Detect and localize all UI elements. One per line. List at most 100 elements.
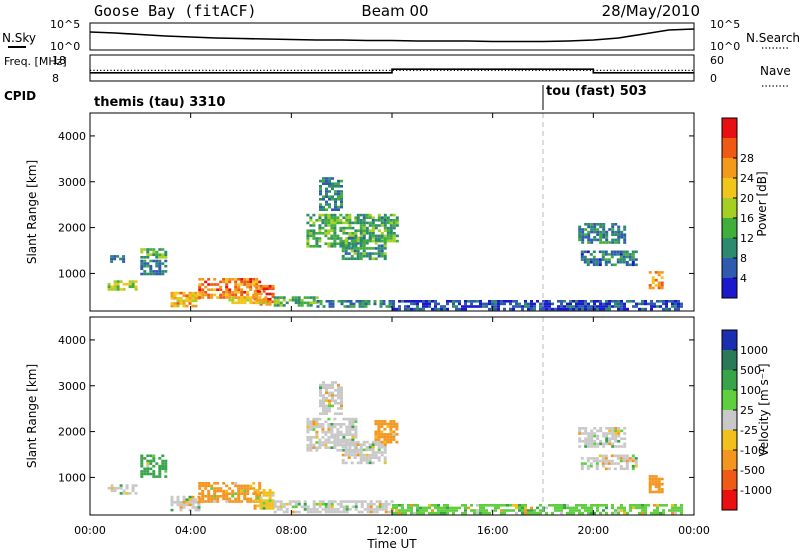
data-cell <box>625 454 629 458</box>
data-cell <box>324 438 328 442</box>
data-cell <box>599 504 602 507</box>
data-cell <box>237 497 241 501</box>
data-cell <box>243 484 247 488</box>
data-cell <box>608 307 611 311</box>
data-cell <box>413 504 416 507</box>
data-cell <box>596 434 600 438</box>
data-cell <box>234 484 238 488</box>
data-cell <box>306 304 310 307</box>
data-cell <box>590 307 593 311</box>
data-cell <box>362 216 366 219</box>
data-cell <box>530 506 533 510</box>
data-cell <box>176 297 180 300</box>
data-cell <box>334 399 337 402</box>
data-cell <box>563 504 566 507</box>
data-cell <box>422 302 425 306</box>
data-cell <box>336 430 340 434</box>
data-cell <box>210 495 214 498</box>
data-cell <box>321 232 325 235</box>
data-cell <box>140 462 144 465</box>
data-cell <box>300 304 304 307</box>
data-cell <box>611 225 615 229</box>
data-cell <box>312 213 316 217</box>
data-cell <box>324 213 328 217</box>
data-cell <box>575 302 578 306</box>
data-cell <box>654 475 658 478</box>
data-cell <box>578 427 582 430</box>
data-cell <box>413 511 416 515</box>
data-cell <box>309 428 313 431</box>
data-cell <box>149 462 153 465</box>
data-cell <box>604 260 608 264</box>
data-cell <box>262 287 266 291</box>
data-cell <box>240 291 244 294</box>
data-cell <box>339 226 343 230</box>
data-cell <box>297 510 301 514</box>
data-cell <box>602 223 606 226</box>
data-cell <box>569 307 572 311</box>
data-cell <box>608 228 612 231</box>
data-cell <box>575 307 578 311</box>
data-cell <box>339 502 343 506</box>
data-cell <box>198 482 202 485</box>
data-cell <box>213 482 217 485</box>
data-cell <box>395 440 399 444</box>
data-cell <box>617 434 621 438</box>
data-cell <box>333 224 337 227</box>
data-cell <box>383 229 387 232</box>
data-cell <box>155 462 159 465</box>
data-cell <box>265 507 269 510</box>
data-cell <box>581 307 584 311</box>
data-cell <box>158 467 162 471</box>
data-cell <box>306 508 310 511</box>
data-cell <box>620 506 623 510</box>
data-cell <box>476 504 479 507</box>
data-cell <box>377 430 381 434</box>
data-cell <box>581 440 585 443</box>
data-cell <box>240 280 244 284</box>
data-cell <box>375 500 379 503</box>
data-cell <box>521 511 524 515</box>
data-cell <box>164 270 168 273</box>
data-cell <box>650 511 653 515</box>
data-cell <box>252 487 256 490</box>
data-cell <box>578 302 581 306</box>
data-cell <box>337 389 340 392</box>
data-cell <box>622 457 626 460</box>
data-cell <box>256 292 260 296</box>
data-cell <box>581 233 585 236</box>
data-cell <box>325 404 328 408</box>
data-cell <box>155 264 159 268</box>
data-cell <box>354 433 358 436</box>
data-cell <box>321 500 325 503</box>
data-cell <box>219 489 223 493</box>
data-cell <box>344 257 348 261</box>
data-cell <box>587 506 590 510</box>
data-cell <box>620 300 623 303</box>
data-cell <box>273 505 277 509</box>
data-cell <box>356 453 360 457</box>
data-cell <box>446 511 449 515</box>
data-cell <box>352 305 356 308</box>
data-cell <box>350 236 354 240</box>
data-cell <box>680 511 683 515</box>
data-cell <box>614 429 618 433</box>
data-cell <box>265 504 269 508</box>
data-cell <box>368 459 372 462</box>
colorbar-swatch <box>722 390 737 410</box>
data-cell <box>312 443 316 447</box>
data-cell <box>374 430 378 434</box>
data-cell <box>354 232 358 235</box>
data-cell <box>464 506 467 510</box>
data-cell <box>392 302 395 306</box>
data-cell <box>613 253 617 256</box>
data-cell <box>194 299 198 303</box>
data-cell <box>635 305 638 308</box>
data-cell <box>389 229 393 232</box>
data-cell <box>324 229 328 232</box>
data-cell <box>318 505 322 509</box>
data-cell <box>341 459 345 462</box>
data-cell <box>256 488 260 492</box>
data-cell <box>306 245 310 248</box>
